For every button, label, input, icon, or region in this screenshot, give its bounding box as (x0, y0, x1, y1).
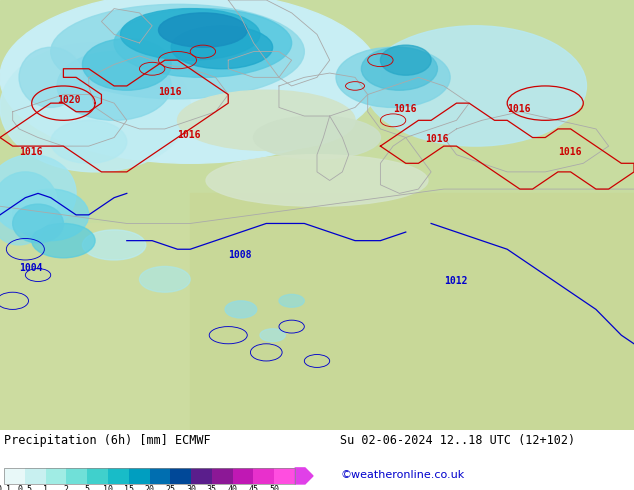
Ellipse shape (171, 26, 273, 69)
Ellipse shape (114, 9, 292, 77)
Ellipse shape (120, 9, 260, 60)
Bar (87, 468, 108, 484)
Text: 1016: 1016 (507, 104, 531, 114)
Bar (67, 468, 87, 484)
Text: 1004: 1004 (19, 263, 42, 273)
Ellipse shape (178, 90, 355, 150)
Text: 1020: 1020 (57, 95, 81, 105)
Bar (46, 468, 67, 484)
Ellipse shape (158, 13, 247, 47)
Bar (171, 468, 191, 484)
Text: 1016: 1016 (158, 87, 182, 97)
Text: 1016: 1016 (178, 129, 201, 140)
Bar (191, 468, 212, 484)
Text: 1012: 1012 (444, 275, 467, 286)
Ellipse shape (19, 47, 82, 107)
Text: Precipitation (6h) [mm] ECMWF: Precipitation (6h) [mm] ECMWF (4, 434, 210, 447)
Ellipse shape (13, 204, 63, 243)
FancyArrow shape (295, 468, 313, 484)
Text: 1016: 1016 (558, 147, 581, 157)
Ellipse shape (0, 43, 190, 172)
Text: 45: 45 (249, 486, 259, 490)
Text: 50: 50 (269, 486, 279, 490)
Ellipse shape (0, 202, 44, 245)
Text: 0.5: 0.5 (17, 486, 32, 490)
Bar (190, 194, 634, 430)
Ellipse shape (279, 294, 304, 307)
Bar (4, 468, 25, 484)
Ellipse shape (82, 39, 171, 90)
Ellipse shape (82, 230, 146, 260)
Ellipse shape (206, 155, 428, 206)
Bar (150, 468, 171, 484)
Text: 30: 30 (186, 486, 196, 490)
Ellipse shape (365, 26, 586, 146)
Bar (275, 468, 295, 484)
Text: 1016: 1016 (393, 104, 417, 114)
Ellipse shape (32, 223, 95, 258)
Text: 15: 15 (124, 486, 134, 490)
Ellipse shape (0, 0, 380, 163)
Ellipse shape (0, 155, 76, 232)
Ellipse shape (139, 267, 190, 292)
Text: 1016: 1016 (19, 147, 42, 157)
Text: 35: 35 (207, 486, 217, 490)
Bar (254, 468, 275, 484)
Text: 1016: 1016 (425, 134, 448, 144)
Text: ©weatheronline.co.uk: ©weatheronline.co.uk (340, 470, 464, 480)
Bar (25, 468, 46, 484)
Text: 40: 40 (228, 486, 238, 490)
Text: 5: 5 (85, 486, 89, 490)
Ellipse shape (51, 121, 127, 163)
Bar (129, 468, 150, 484)
Text: Su 02-06-2024 12..18 UTC (12+102): Su 02-06-2024 12..18 UTC (12+102) (340, 434, 575, 447)
Text: 10: 10 (103, 486, 113, 490)
Bar (212, 468, 233, 484)
Ellipse shape (225, 301, 257, 318)
Ellipse shape (13, 189, 89, 241)
Ellipse shape (51, 4, 304, 99)
Ellipse shape (254, 116, 380, 159)
Ellipse shape (260, 329, 285, 342)
Text: 1: 1 (43, 486, 48, 490)
Bar (4, 468, 295, 484)
Text: 25: 25 (165, 486, 175, 490)
Ellipse shape (0, 172, 57, 232)
Ellipse shape (361, 47, 437, 90)
Ellipse shape (57, 51, 171, 121)
Bar (233, 468, 254, 484)
Bar (0, 223, 634, 430)
Text: 1008: 1008 (228, 250, 252, 260)
Text: 2: 2 (64, 486, 69, 490)
Bar (108, 468, 129, 484)
Ellipse shape (380, 45, 431, 75)
Text: 0.1: 0.1 (0, 486, 11, 490)
Ellipse shape (336, 47, 450, 107)
Text: 20: 20 (145, 486, 155, 490)
